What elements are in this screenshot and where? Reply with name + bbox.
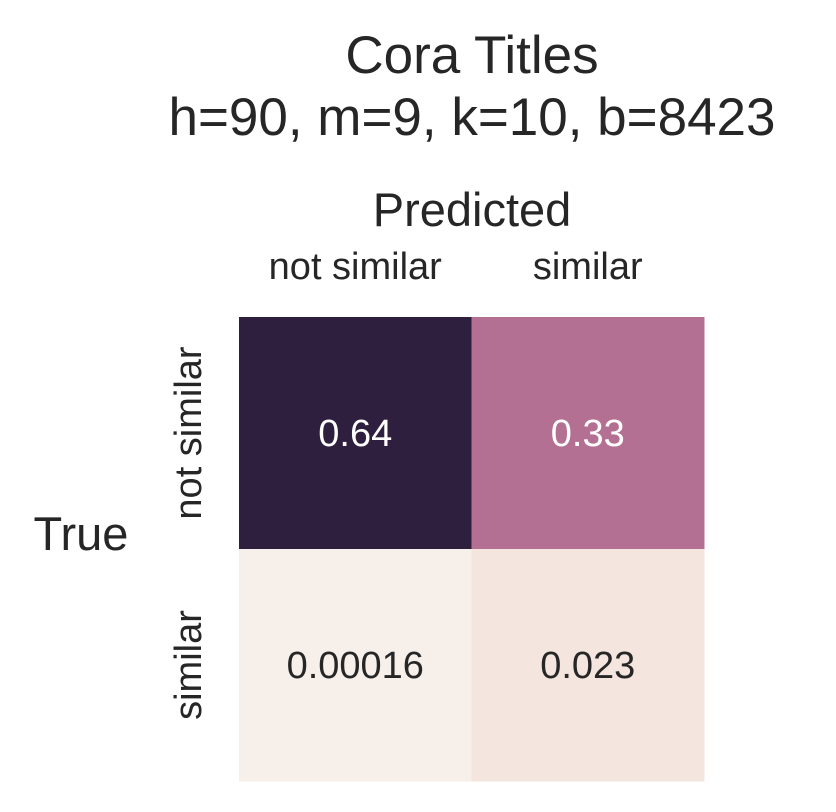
heatmap-grid: 0.64 0.33 0.00016 0.023 <box>239 317 705 782</box>
cell-annotation-r0-c1: 0.33 <box>551 413 625 455</box>
y-tick-label-0: not similar <box>168 346 210 519</box>
x-tick-label-0: not similar <box>269 246 442 288</box>
cell-annotation-r1-c1: 0.023 <box>540 645 635 687</box>
chart-title-line-2: h=90, m=9, k=10, b=8423 <box>168 88 775 147</box>
cell-annotation-r1-c0: 0.00016 <box>287 645 424 687</box>
x-axis-label: Predicted <box>373 183 572 236</box>
heatmap-cell-r0-c0 <box>239 317 472 550</box>
y-tick-labels: not similar similar <box>168 346 210 720</box>
heatmap-cell-r1-c1 <box>471 549 705 782</box>
y-tick-label-1: similar <box>168 610 210 720</box>
chart-title-line-1: Cora Titles <box>345 26 598 85</box>
y-axis-label: True <box>34 507 129 560</box>
cell-annotation-r0-c0: 0.64 <box>318 413 392 455</box>
heatmap-cell-r0-c1 <box>471 317 705 550</box>
x-tick-label-1: similar <box>533 246 643 288</box>
heatmap-cell-r1-c0 <box>239 549 472 782</box>
x-tick-labels: not similar similar <box>269 246 643 288</box>
